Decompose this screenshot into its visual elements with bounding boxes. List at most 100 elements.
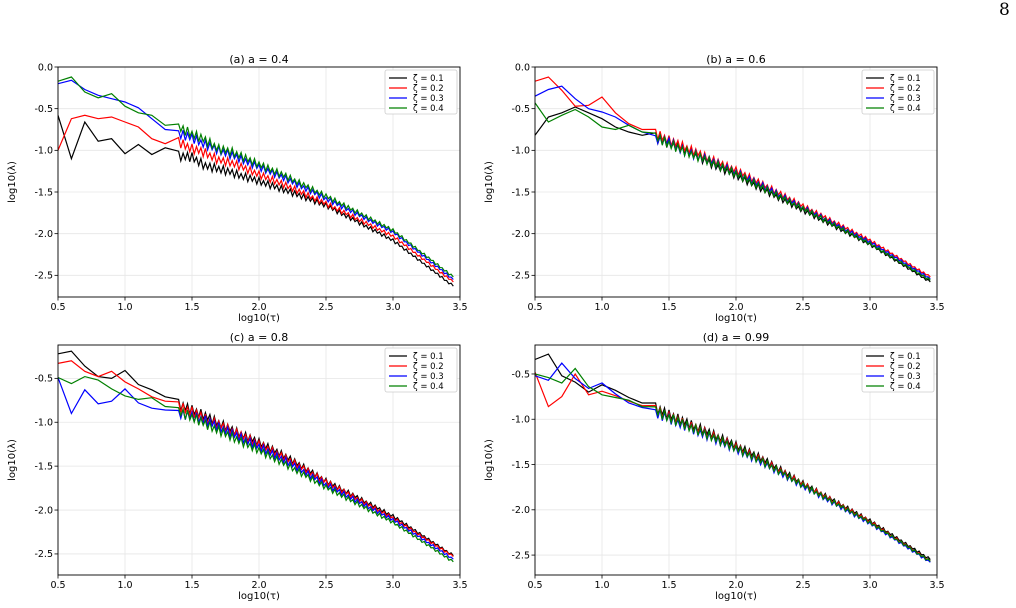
x-tick-label: 1.5: [661, 302, 676, 313]
plot-frame: [534, 66, 938, 298]
legend-label: ζ = 0.3: [413, 94, 444, 104]
x-tick-label: 3.0: [385, 580, 400, 591]
x-axis-label: log10(τ): [238, 591, 280, 602]
legend-box: [861, 347, 935, 393]
y-tick-label: -1.0: [511, 415, 530, 426]
x-tick-label: 0.5: [50, 580, 65, 591]
y-tick-label: -2.0: [511, 505, 530, 516]
y-tick-label: -2.5: [511, 271, 530, 282]
y-tick-label: -0.5: [34, 104, 53, 115]
x-tick-label: 3.0: [862, 302, 877, 313]
y-tick-label: -2.0: [511, 229, 530, 240]
chart-title: (a) a = 0.4: [229, 53, 288, 66]
series-line-3: [58, 79, 454, 280]
legend-box: [861, 69, 935, 115]
chart-panel-3: 0.5 1.0 1.5 2.0 2.5 3.0 3.5 -0.5 -1.0 -1.5 -2.0 -2.…: [7, 331, 468, 602]
x-tick-label: 1.5: [661, 580, 676, 591]
y-tick-label: -1.5: [34, 187, 53, 198]
x-tick-label: 1.0: [594, 580, 609, 591]
legend-label: ζ = 0.1: [890, 352, 921, 362]
y-axis-label: log10(λ): [7, 439, 18, 481]
x-tick-label: 3.5: [929, 580, 944, 591]
legend-label: ζ = 0.2: [890, 84, 921, 94]
y-tick-label: 0.0: [38, 62, 53, 73]
chart-title: (d) a = 0.99: [703, 331, 770, 344]
x-tick-label: 3.5: [452, 302, 467, 313]
y-tick-label: -2.0: [34, 505, 53, 516]
y-tick-label: -1.5: [511, 460, 530, 471]
legend-label: ζ = 0.4: [890, 104, 921, 114]
plot-frame: [57, 344, 461, 576]
y-axis-label: log10(λ): [7, 161, 18, 203]
chart-panel-1: 0.5 1.0 1.5 2.0 2.5 3.0 3.5 0.0 -0.5 -1.0 -1.5 -2.0…: [7, 53, 468, 324]
legend-label: ζ = 0.3: [413, 372, 444, 382]
legend-label: ζ = 0.4: [413, 382, 444, 392]
legend-label: ζ = 0.4: [890, 382, 921, 392]
y-tick-label: -2.0: [34, 229, 53, 240]
y-tick-label: -1.0: [34, 418, 53, 429]
x-tick-label: 1.0: [594, 302, 609, 313]
x-tick-label: 3.5: [929, 302, 944, 313]
x-tick-label: 0.5: [50, 302, 65, 313]
legend-label: ζ = 0.3: [890, 372, 921, 382]
y-tick-label: 0.0: [515, 62, 530, 73]
x-tick-label: 2.5: [795, 580, 810, 591]
x-tick-label: 0.5: [527, 580, 542, 591]
legend-label: ζ = 0.3: [890, 94, 921, 104]
legend-label: ζ = 0.2: [413, 84, 444, 94]
legend-box: [384, 347, 458, 393]
legend-label: ζ = 0.1: [890, 74, 921, 84]
series-line-4: [535, 102, 931, 281]
x-axis-label: log10(τ): [715, 313, 757, 324]
x-tick-label: 2.0: [251, 302, 266, 313]
x-tick-label: 1.0: [117, 302, 132, 313]
series-line-3: [58, 377, 454, 560]
x-tick-label: 0.5: [527, 302, 542, 313]
y-tick-label: -2.5: [34, 271, 53, 282]
series-line-1: [535, 106, 931, 283]
x-axis-label: log10(τ): [238, 313, 280, 324]
y-tick-label: -2.5: [511, 550, 530, 561]
series-line-4: [58, 375, 454, 563]
x-tick-label: 2.5: [795, 302, 810, 313]
x-tick-label: 2.0: [728, 580, 743, 591]
y-tick-label: -1.0: [34, 146, 53, 157]
series-line-2: [535, 371, 931, 562]
x-tick-label: 2.5: [318, 302, 333, 313]
y-tick-label: -2.5: [34, 549, 53, 560]
x-tick-label: 1.5: [184, 580, 199, 591]
legend-label: ζ = 0.2: [890, 362, 921, 372]
legend-label: ζ = 0.4: [413, 104, 444, 114]
series-line-2: [58, 114, 454, 283]
chart-panel-4: 0.5 1.0 1.5 2.0 2.5 3.0 3.5 -0.5 -1.0 -1.5 -2.0 -2.…: [484, 331, 945, 602]
chart-title: (b) a = 0.6: [706, 53, 766, 66]
legend-label: ζ = 0.1: [413, 74, 444, 84]
series-line-4: [58, 76, 454, 278]
y-tick-label: -1.0: [511, 146, 530, 157]
x-tick-label: 3.0: [385, 302, 400, 313]
y-tick-label: -0.5: [511, 369, 530, 380]
x-tick-label: 3.5: [452, 580, 467, 591]
legend-box: [384, 69, 458, 115]
legend-label: ζ = 0.2: [413, 362, 444, 372]
plot-frame: [57, 66, 461, 298]
x-tick-label: 3.0: [862, 580, 877, 591]
series-line-1: [58, 115, 454, 287]
x-tick-label: 2.5: [318, 580, 333, 591]
x-axis-label: log10(τ): [715, 591, 757, 602]
y-tick-label: -1.5: [511, 187, 530, 198]
y-tick-label: -0.5: [34, 374, 53, 385]
x-tick-label: 2.0: [728, 302, 743, 313]
plot-frame: [534, 344, 938, 576]
y-axis-label: log10(λ): [484, 439, 495, 481]
x-tick-label: 1.5: [184, 302, 199, 313]
y-tick-label: -1.5: [34, 461, 53, 472]
chart-title: (c) a = 0.8: [230, 331, 289, 344]
legend-label: ζ = 0.1: [413, 352, 444, 362]
chart-panel-2: 0.5 1.0 1.5 2.0 2.5 3.0 3.5 0.0 -0.5 -1.0 -1.5 -2.0…: [484, 53, 945, 324]
x-tick-label: 2.0: [251, 580, 266, 591]
page-number: 8: [999, 0, 1010, 20]
series-line-4: [535, 367, 931, 562]
y-axis-label: log10(λ): [484, 161, 495, 203]
